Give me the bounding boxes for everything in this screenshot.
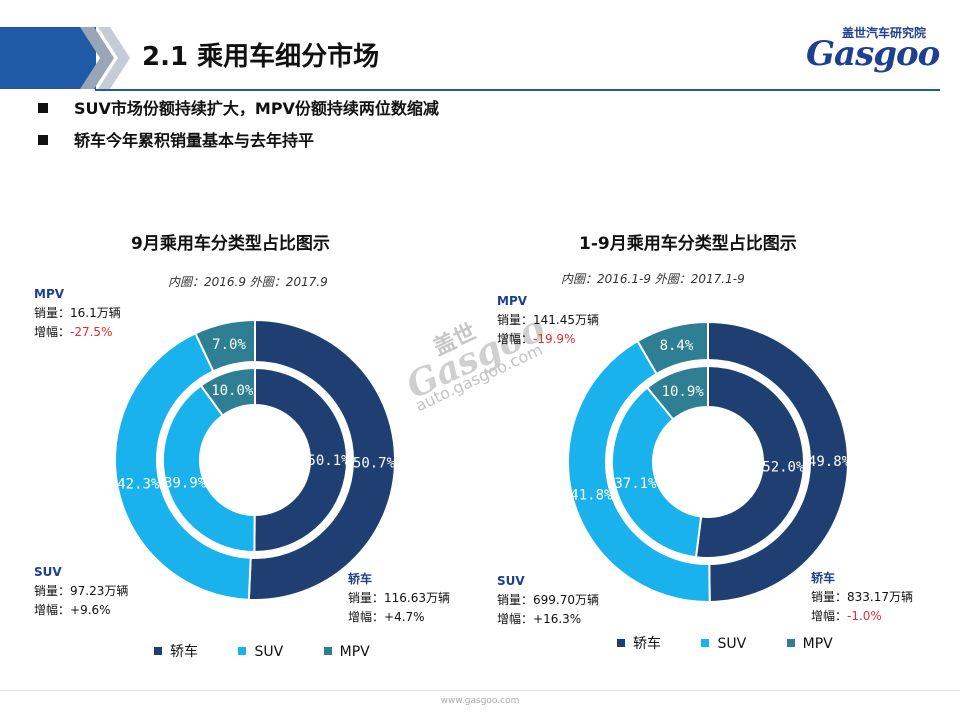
donut-slice-outer-suv <box>567 339 711 603</box>
annotation-growth: -27.5% <box>70 325 113 339</box>
donut-label-outer-mpv: 7.0% <box>212 337 246 353</box>
donut-slice-inner-sedan <box>253 366 348 553</box>
header-chevrons <box>80 27 130 89</box>
header-underline <box>95 89 940 91</box>
legend-item-sedan: 轿车 <box>617 633 661 653</box>
footer-url: www.gasgoo.com <box>440 696 520 706</box>
annotation-category: SUV <box>34 565 62 579</box>
chart1-annotation-suv: SUV 销量：97.23万辆 增幅：+9.6% <box>34 563 128 620</box>
annotation-growth-label: 增幅： <box>811 609 848 623</box>
donut-label-inner-suv: 37.1% <box>614 476 657 492</box>
chart1-subtitle: 内圈：2016.9 外圈：2017.9 <box>168 275 328 289</box>
donut-slice-outer-sedan <box>247 318 396 601</box>
page-title: 2.1 乘用车细分市场 <box>142 42 380 72</box>
donut-slice-inner-sedan <box>694 364 805 559</box>
annotation-sales: 销量：16.1万辆 <box>34 306 121 320</box>
annotation-growth-label: 增幅： <box>34 325 71 339</box>
legend-label: SUV <box>254 644 284 660</box>
legend-swatch <box>238 647 247 655</box>
chart2-annotation-mpv: MPV 销量：141.45万辆 增幅：-19.9% <box>497 292 599 349</box>
donut-label-inner-mpv: 10.9% <box>662 384 705 400</box>
donut-slice-outer-sedan <box>707 320 849 604</box>
legend-swatch <box>786 639 795 647</box>
logo-cn-text: 盖世汽车研究院 <box>842 26 927 40</box>
donut-label-outer-sedan: 49.8% <box>808 454 851 470</box>
chart2-annotation-sedan: 轿车 销量：833.17万辆 增幅：-1.0% <box>811 569 913 626</box>
annotation-growth: -19.9% <box>533 332 576 346</box>
legend-item-mpv: MPV <box>786 636 833 652</box>
donut-slice-inner-mpv <box>645 364 709 421</box>
chart1-legend: 轿车 SUV MPV <box>154 641 406 661</box>
legend-label: MPV <box>802 636 833 652</box>
donut-label-outer-mpv: 8.4% <box>660 338 694 354</box>
annotation-growth: +4.7% <box>384 610 425 624</box>
annotation-growth: +9.6% <box>70 603 111 617</box>
donut-label-outer-suv: 42.3% <box>117 476 160 492</box>
annotation-category: MPV <box>34 287 65 301</box>
annotation-category: 轿车 <box>348 572 373 586</box>
donut-slice-inner-mpv <box>199 366 256 417</box>
annotation-category: MPV <box>497 294 528 308</box>
annotation-growth-label: 增幅： <box>348 610 385 624</box>
chart1-title: 9月乘用车分类型占比图示 <box>131 234 330 254</box>
donut-label-inner-sedan: 50.1% <box>307 453 350 469</box>
bullet-square-icon <box>38 103 48 113</box>
bullet-2: 轿车今年累积销量基本与去年持平 <box>38 127 314 151</box>
donut-label-inner-suv: 39.9% <box>164 475 207 491</box>
annotation-growth-label: 增幅： <box>497 332 534 346</box>
annotation-sales: 销量：97.23万辆 <box>34 584 129 598</box>
legend-item-mpv: MPV <box>323 644 370 660</box>
donut-label-outer-sedan: 50.7% <box>353 456 396 472</box>
bullet-1-text: SUV市场份额持续扩大，MPV份额持续两位数缩减 <box>74 99 439 118</box>
donut-slice-outer-mpv <box>194 318 256 373</box>
header-accent-bar <box>0 27 96 89</box>
chevron-2 <box>98 27 130 89</box>
donut-label-inner-sedan: 52.0% <box>762 460 805 476</box>
legend-swatch <box>154 647 162 655</box>
donut-slice-outer-suv <box>114 331 252 601</box>
legend-item-sedan: 轿车 <box>154 641 198 661</box>
donut-label-inner-mpv: 10.0% <box>211 383 254 399</box>
bullet-square-icon <box>38 135 48 145</box>
legend-item-suv: SUV <box>701 636 746 652</box>
donut-slice-outer-mpv <box>636 320 709 376</box>
annotation-growth-label: 增幅： <box>34 603 71 617</box>
legend-item-suv: SUV <box>238 644 283 660</box>
annotation-category: 轿车 <box>811 571 836 585</box>
donut-label-outer-suv: 41.8% <box>570 487 613 503</box>
annotation-growth-label: 增幅： <box>497 612 534 626</box>
bullet-1: SUV市场份额持续扩大，MPV份额持续两位数缩减 <box>38 95 439 119</box>
chart2-title: 1-9月乘用车分类型占比图示 <box>579 234 797 254</box>
annotation-category: SUV <box>497 574 525 588</box>
chart2-annotation-suv: SUV 销量：699.70万辆 增幅：+16.3% <box>497 572 599 629</box>
footer-divider <box>0 690 960 691</box>
bullet-2-text: 轿车今年累积销量基本与去年持平 <box>74 131 315 150</box>
annotation-growth: +16.3% <box>533 612 582 626</box>
annotation-sales: 销量：699.70万辆 <box>497 593 599 607</box>
annotation-growth: -1.0% <box>847 609 882 623</box>
logo-en-text: Gasgoo <box>806 34 940 74</box>
chart2-legend: 轿车 SUV MPV <box>617 633 869 653</box>
chart1-annotation-sedan: 轿车 销量：116.63万辆 增幅：+4.7% <box>348 570 450 627</box>
legend-label: SUV <box>717 636 747 652</box>
annotation-sales: 销量：141.45万辆 <box>497 313 599 327</box>
annotation-sales: 销量：833.17万辆 <box>811 590 913 604</box>
legend-swatch <box>701 639 710 647</box>
legend-swatch <box>617 639 625 647</box>
legend-swatch <box>323 647 332 655</box>
donut-slice-inner-suv <box>611 386 703 559</box>
chart1-annotation-mpv: MPV 销量：16.1万辆 增幅：-27.5% <box>34 285 121 342</box>
donut-slice-inner-suv <box>162 384 256 554</box>
annotation-sales: 销量：116.63万辆 <box>348 591 450 605</box>
chevron-1 <box>80 27 114 89</box>
legend-label: MPV <box>339 644 370 660</box>
legend-label: 轿车 <box>633 636 661 652</box>
legend-label: 轿车 <box>170 644 198 660</box>
chart2-subtitle: 内圈：2016.1-9 外圈：2017.1-9 <box>561 272 745 286</box>
